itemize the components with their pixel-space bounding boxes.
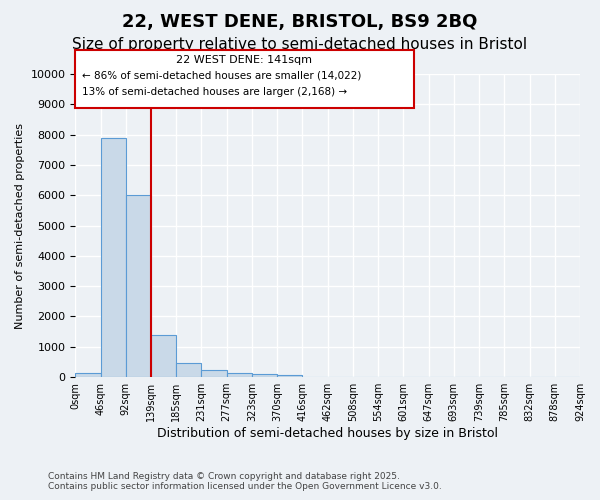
Bar [277,376,302,377]
Text: ← 86% of semi-detached houses are smaller (14,022): ← 86% of semi-detached houses are smalle… [82,71,362,81]
Bar [151,334,176,377]
Text: Contains HM Land Registry data © Crown copyright and database right 2025.: Contains HM Land Registry data © Crown c… [48,472,400,481]
Bar [176,362,202,377]
Bar [101,138,126,377]
Text: 22, WEST DENE, BRISTOL, BS9 2BQ: 22, WEST DENE, BRISTOL, BS9 2BQ [122,12,478,30]
Text: 22 WEST DENE: 141sqm: 22 WEST DENE: 141sqm [176,55,313,65]
Bar [75,372,101,377]
Bar [126,195,151,377]
Bar [202,370,227,377]
Text: Size of property relative to semi-detached houses in Bristol: Size of property relative to semi-detach… [73,38,527,52]
Text: Contains public sector information licensed under the Open Government Licence v3: Contains public sector information licen… [48,482,442,491]
Y-axis label: Number of semi-detached properties: Number of semi-detached properties [15,122,25,328]
Text: 13% of semi-detached houses are larger (2,168) →: 13% of semi-detached houses are larger (… [82,88,347,98]
Bar [252,374,277,377]
Bar [227,373,252,377]
X-axis label: Distribution of semi-detached houses by size in Bristol: Distribution of semi-detached houses by … [157,427,498,440]
